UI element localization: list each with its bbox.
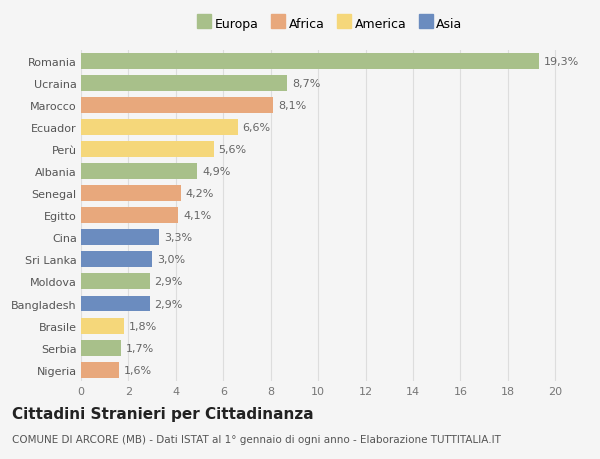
Bar [81,296,150,312]
Text: 2,9%: 2,9% [155,277,183,287]
Bar [81,186,181,202]
Text: 6,6%: 6,6% [242,123,271,133]
Text: Cittadini Stranieri per Cittadinanza: Cittadini Stranieri per Cittadinanza [12,406,314,421]
Text: 4,9%: 4,9% [202,167,230,177]
Bar [81,340,121,356]
Bar [81,98,273,113]
Text: 8,1%: 8,1% [278,101,306,111]
Text: 1,6%: 1,6% [124,365,152,375]
Legend: Europa, Africa, America, Asia: Europa, Africa, America, Asia [197,18,463,31]
Bar [81,120,238,135]
Text: 4,1%: 4,1% [183,211,211,221]
Text: 3,3%: 3,3% [164,233,192,243]
Bar [81,142,214,157]
Bar [81,318,124,334]
Bar [81,362,119,378]
Bar [81,274,150,290]
Bar [81,230,159,246]
Text: 8,7%: 8,7% [292,78,320,89]
Text: 1,8%: 1,8% [128,321,157,331]
Text: 5,6%: 5,6% [218,145,247,155]
Text: 19,3%: 19,3% [544,56,578,67]
Bar [81,208,178,224]
Bar [81,54,539,69]
Text: 2,9%: 2,9% [155,299,183,309]
Text: COMUNE DI ARCORE (MB) - Dati ISTAT al 1° gennaio di ogni anno - Elaborazione TUT: COMUNE DI ARCORE (MB) - Dati ISTAT al 1°… [12,434,501,444]
Bar [81,252,152,268]
Text: 1,7%: 1,7% [126,343,154,353]
Text: 3,0%: 3,0% [157,255,185,265]
Text: 4,2%: 4,2% [185,189,214,199]
Bar [81,76,287,91]
Bar [81,164,197,179]
